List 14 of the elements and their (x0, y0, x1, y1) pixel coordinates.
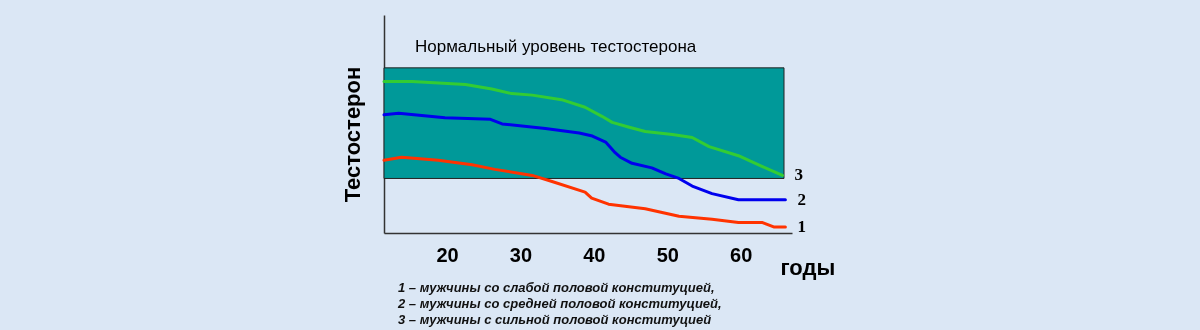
x-axis-title: годы (780, 254, 836, 280)
series-label: 2 (797, 189, 806, 209)
x-tick-label: 30 (509, 243, 533, 266)
x-tick-label: 40 (583, 243, 606, 266)
text: 1 – мужчины со слабой половой конституцией, (398, 280, 715, 295)
x-tick-label: 20 (436, 243, 459, 266)
text: 2 – мужчины со средней половой конституцией, (397, 296, 722, 311)
series-label: 1 (797, 216, 806, 236)
y-axis-title: Тестостерон (339, 66, 365, 203)
text: 3 – мужчины с сильной половой конституцией (398, 312, 712, 327)
x-tick-label: 60 (730, 243, 753, 266)
band-label: Нормальный уровень тестостерона (415, 36, 697, 56)
series-label: 3 (794, 165, 803, 185)
x-tick-label: 50 (656, 243, 679, 266)
